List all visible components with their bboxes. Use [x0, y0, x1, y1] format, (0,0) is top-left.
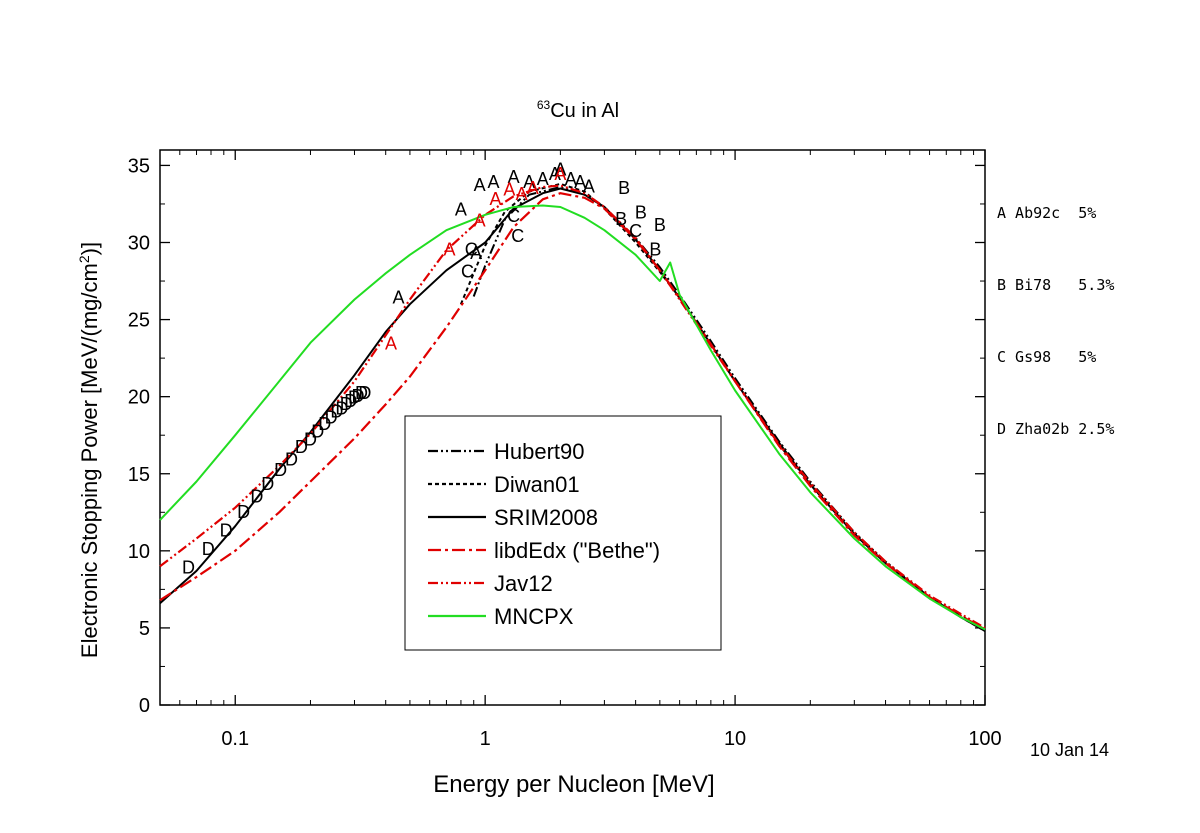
- data-marker-d: D: [335, 398, 348, 418]
- data-marker-b: B: [649, 240, 661, 260]
- y-tick-label: 10: [128, 541, 150, 563]
- data-marker-a: A: [565, 169, 577, 189]
- data-marker-a: A: [554, 164, 566, 184]
- data-marker-c: C: [511, 226, 524, 246]
- data-marker-c: C: [465, 240, 478, 260]
- data-marker-c: C: [507, 206, 520, 226]
- series-line-jav12: [159, 184, 986, 629]
- legend-label: Diwan01: [494, 472, 580, 497]
- data-marker-d: D: [330, 402, 343, 422]
- legend-label: MNCPX: [494, 604, 574, 629]
- y-axis-label: Electronic Stopping Power [MeV/(mg/cm2)]: [76, 242, 102, 658]
- data-marker-a: A: [516, 184, 528, 204]
- data-marker-a: A: [474, 210, 486, 230]
- x-tick-label: 10: [724, 728, 746, 750]
- legend-box: [404, 415, 722, 651]
- chart-title-superscript: 63: [537, 98, 551, 112]
- legend-label: Jav12: [494, 571, 553, 596]
- series-layer: [159, 182, 986, 632]
- data-marker-d: D: [182, 557, 195, 577]
- data-marker-d: D: [318, 414, 331, 434]
- data-marker-c: C: [461, 261, 474, 281]
- y-axis-label-end: )]: [77, 242, 102, 255]
- data-marker-a: A: [488, 172, 500, 192]
- legend: Hubert90 Diwan01 SRIM2008 libdEdx ("Bethe")…: [404, 415, 722, 651]
- data-marker-d: D: [348, 388, 361, 408]
- y-axis-label-sup: 2: [76, 255, 92, 263]
- data-marker-d: D: [352, 386, 365, 406]
- chart-title: 63Cu in Al: [537, 98, 619, 122]
- data-marker-a: A: [549, 164, 561, 184]
- reference-item: D Zha02b 2.5%: [997, 420, 1115, 438]
- data-marker-a: A: [489, 189, 501, 209]
- y-axis-label-main: Electronic Stopping Power [MeV/(mg/cm: [77, 263, 102, 658]
- data-marker-a: A: [574, 172, 586, 192]
- data-marker-a: A: [385, 334, 397, 354]
- data-marker-a: A: [523, 172, 535, 192]
- reference-item: B Bi78 5.3%: [997, 276, 1115, 294]
- data-marker-a: A: [392, 287, 404, 307]
- x-axis-label: Energy per Nucleon [MeV]: [433, 771, 714, 798]
- data-marker-d: D: [285, 449, 298, 469]
- data-marker-d: D: [304, 429, 317, 449]
- data-marker-d: D: [250, 486, 263, 506]
- data-marker-b: B: [615, 209, 627, 229]
- data-marker-d: D: [358, 383, 371, 403]
- data-marker-b: B: [618, 178, 630, 198]
- y-tick-label: 5: [139, 618, 150, 640]
- reference-item: A Ab92c 5%: [997, 204, 1097, 222]
- data-marker-d: D: [202, 539, 215, 559]
- data-marker-a: A: [583, 176, 595, 196]
- x-tick-label: 100: [968, 728, 1001, 750]
- y-tick-label: 25: [128, 310, 150, 332]
- plot-frame: [159, 149, 986, 706]
- reference-list: A Ab92c 5% B Bi78 5.3% C Gs98 5% D Zha02…: [997, 153, 1114, 465]
- data-marker-a: A: [455, 200, 467, 220]
- legend-label: Hubert90: [494, 439, 585, 464]
- legend-label: SRIM2008: [494, 505, 598, 530]
- data-marker-d: D: [261, 474, 274, 494]
- data-marker-d: D: [340, 394, 353, 414]
- data-marker-d: D: [355, 383, 368, 403]
- legend-label: libdEdx ("Bethe"): [494, 538, 660, 563]
- y-tick-label: 20: [128, 387, 150, 409]
- data-marker-a: A: [443, 240, 455, 260]
- y-tick-label: 0: [139, 695, 150, 717]
- data-marker-d: D: [325, 408, 338, 428]
- data-marker-b: B: [654, 215, 666, 235]
- legend-entries: Hubert90 Diwan01 SRIM2008 libdEdx ("Bethe")…: [428, 439, 660, 629]
- date-stamp: 10 Jan 14: [1030, 740, 1110, 760]
- data-marker-a: A: [474, 175, 486, 195]
- data-marker-d: D: [344, 391, 357, 411]
- y-tick-label: 15: [128, 464, 150, 486]
- data-marker-d: D: [237, 502, 250, 522]
- reference-item: C Gs98 5%: [997, 348, 1097, 366]
- series-line-mncpx: [159, 204, 986, 631]
- data-marker-a: A: [537, 169, 549, 189]
- data-marker-a: A: [527, 178, 539, 198]
- data-marker-b: B: [635, 203, 647, 223]
- chart-title-text: Cu in Al: [550, 100, 619, 122]
- y-tick-label: 35: [128, 155, 150, 177]
- data-marker-a: A: [554, 160, 566, 180]
- data-marker-a: A: [508, 167, 520, 187]
- data-marker-d: D: [295, 437, 308, 457]
- data-marker-a: A: [470, 243, 482, 263]
- axes: 0 5 10 15 20 25 30 35 0.1 1 10 100: [128, 150, 1002, 750]
- data-marker-c: C: [629, 221, 642, 241]
- y-tick-label: 30: [128, 233, 150, 255]
- data-marker-a: A: [503, 180, 515, 200]
- series-line-libdedx-bethe: [159, 192, 986, 631]
- x-tick-label: 1: [480, 728, 491, 750]
- data-marker-d: D: [220, 520, 233, 540]
- x-tick-label: 0.1: [221, 728, 249, 750]
- data-marker-d: D: [311, 422, 324, 442]
- data-marker-d: D: [274, 460, 287, 480]
